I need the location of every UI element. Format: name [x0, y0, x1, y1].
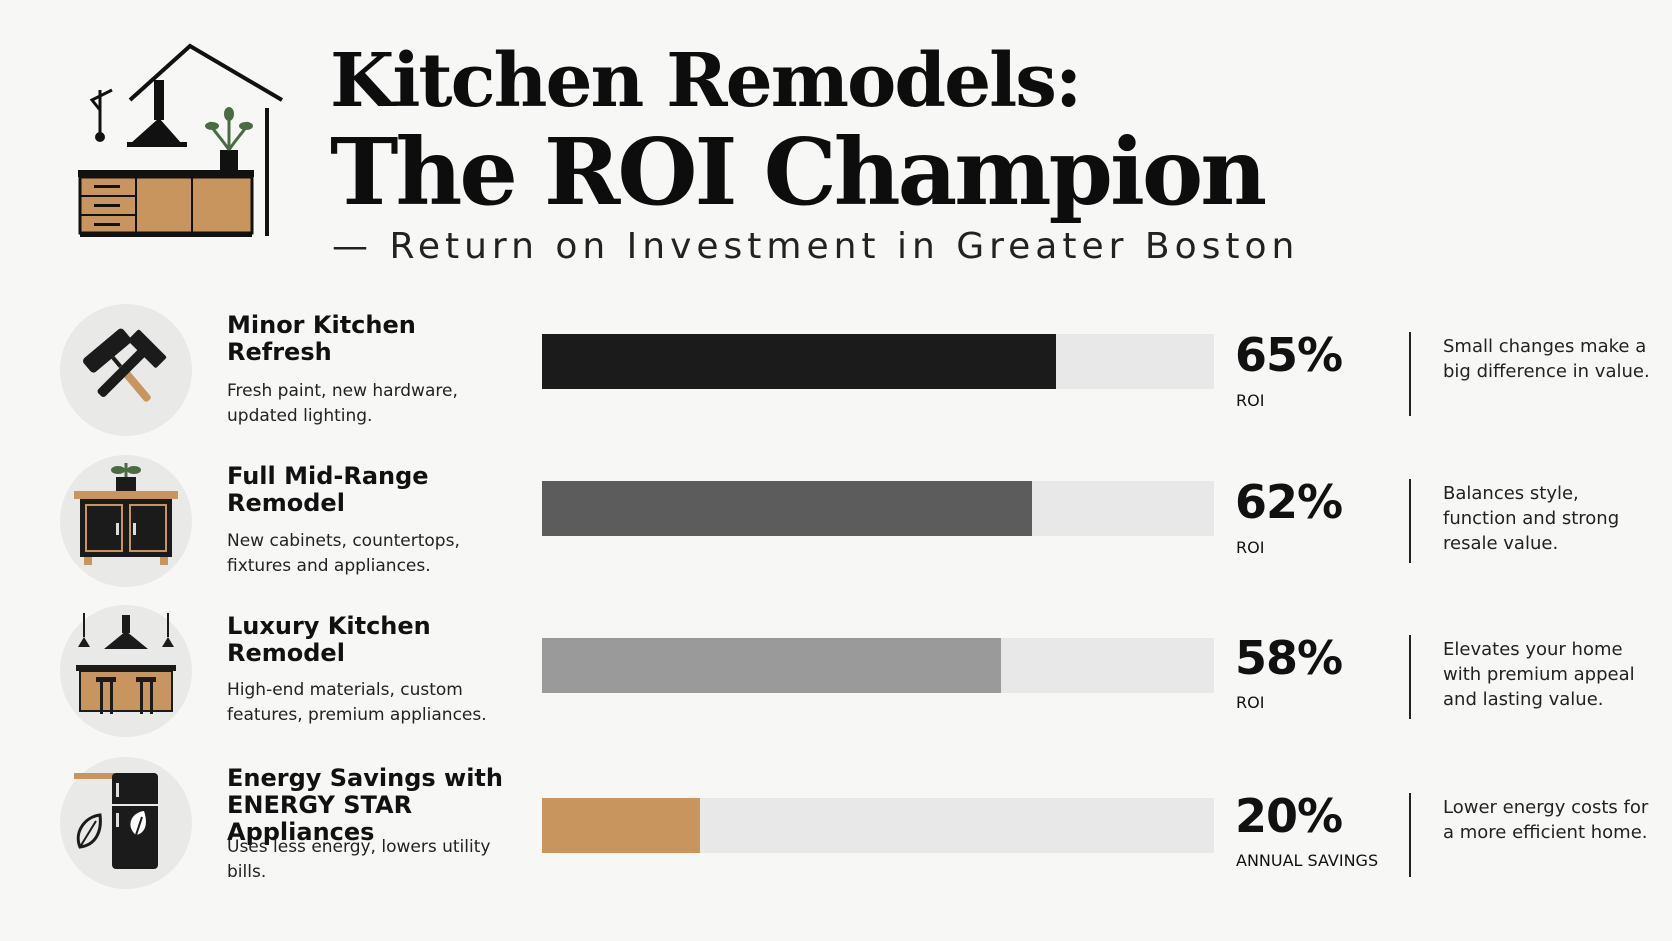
- item-description: Fresh paint, new hardware, updated light…: [227, 381, 458, 426]
- bar-track: [542, 481, 1214, 536]
- value-label: 65%: [1235, 328, 1343, 382]
- kitchen-island-icon: [76, 613, 176, 714]
- bar-fill: [542, 638, 1001, 693]
- paint-roller-hammer-icon: [83, 328, 167, 402]
- title-line-1: Kitchen Remodels:: [330, 38, 1082, 124]
- item-description: New cabinets, countertops, fixtures and …: [227, 531, 460, 576]
- icon-badge: [60, 757, 192, 889]
- bar-track: [542, 798, 1214, 853]
- icon-badge: [60, 304, 192, 436]
- value-unit: ROI: [1236, 538, 1265, 557]
- value-label: 62%: [1235, 475, 1343, 529]
- bar-track: [542, 334, 1214, 389]
- value-unit: ROI: [1236, 391, 1265, 410]
- value-label: 58%: [1235, 631, 1343, 685]
- item-note: Elevates your home with premium appeal a…: [1443, 639, 1635, 710]
- chart-row: Full Mid-Range Remodel New cabinets, cou…: [0, 455, 1672, 595]
- divider: [1409, 332, 1411, 416]
- divider: [1409, 479, 1411, 563]
- bar-fill: [542, 481, 1033, 536]
- chart-row: Luxury Kitchen Remodel High-end material…: [0, 605, 1672, 745]
- item-title: Full Mid-Range Remodel: [227, 462, 429, 517]
- item-description: High-end materials, custom features, pre…: [227, 680, 487, 725]
- icon-badge: [60, 455, 192, 587]
- kitchen-house-icon: [78, 43, 284, 237]
- subtitle: — Return on Investment in Greater Boston: [332, 226, 1300, 267]
- value-unit: ANNUAL SAVINGS: [1236, 851, 1379, 870]
- title-line-2: The ROI Champion: [330, 118, 1267, 226]
- chart-row: Minor Kitchen Refresh Fresh paint, new h…: [0, 304, 1672, 444]
- icon-badge: [60, 605, 192, 737]
- item-note: Small changes make a big difference in v…: [1443, 336, 1650, 382]
- bar-fill: [542, 798, 701, 853]
- item-note: Lower energy costs for a more efficient …: [1443, 797, 1649, 843]
- divider: [1409, 635, 1411, 719]
- item-note: Balances style, function and strong resa…: [1443, 483, 1620, 554]
- bar-fill: [542, 334, 1056, 389]
- fridge-leaf-icon: [74, 773, 158, 869]
- value-unit: ROI: [1236, 693, 1265, 712]
- item-title: Minor Kitchen Refresh: [227, 311, 416, 366]
- divider: [1409, 793, 1411, 877]
- bar-track: [542, 638, 1214, 693]
- item-title: Energy Savings with ENERGY STAR Applianc…: [227, 764, 503, 846]
- item-description: Uses less energy, lowers utility bills.: [227, 837, 491, 882]
- value-label: 20%: [1235, 789, 1343, 843]
- chart-row: Energy Savings with ENERGY STAR Applianc…: [0, 757, 1672, 897]
- cabinet-plant-icon: [74, 463, 178, 565]
- item-title: Luxury Kitchen Remodel: [227, 612, 431, 667]
